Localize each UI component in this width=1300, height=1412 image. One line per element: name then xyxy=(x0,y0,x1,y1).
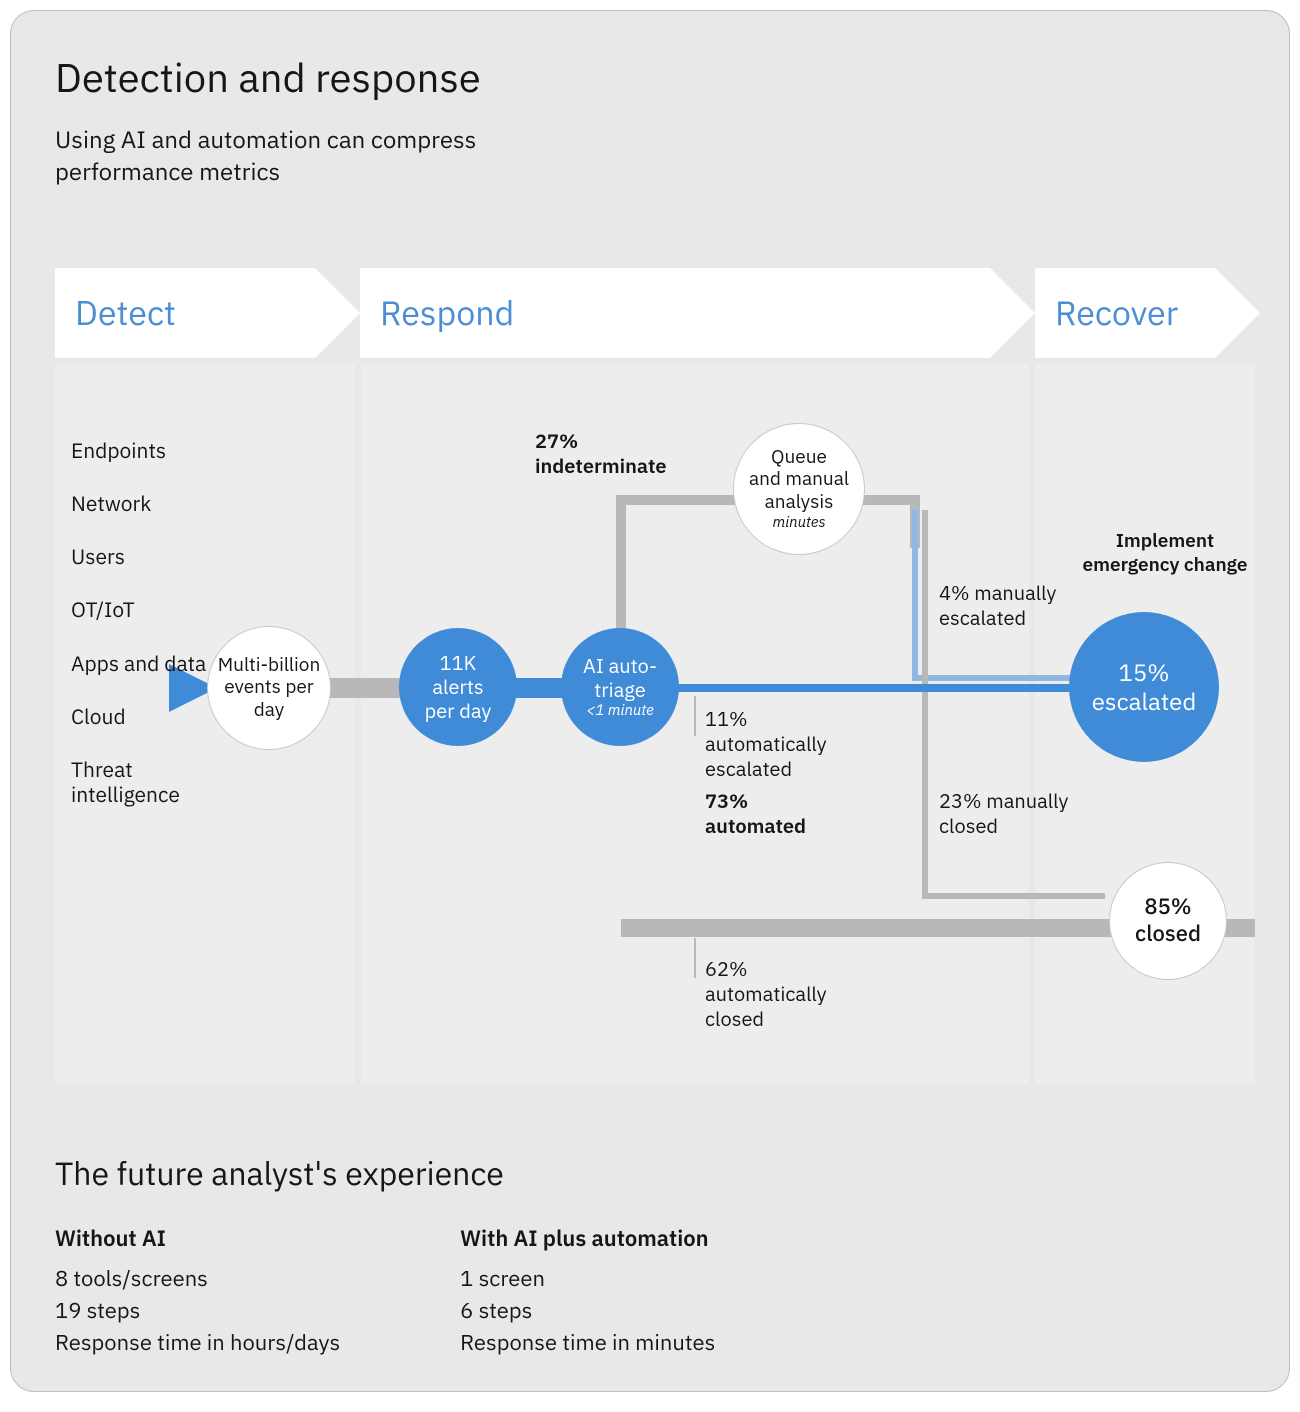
col-without-ai: Without AI 8 tools/screens 19 steps Resp… xyxy=(55,1224,340,1359)
source-item: Apps and data xyxy=(71,651,211,676)
node-label: 15% xyxy=(1118,658,1169,687)
node-label: Multi-billion events per day xyxy=(208,654,330,722)
node-label: and manual xyxy=(749,468,849,491)
node-alerts: 11K alerts per day xyxy=(399,628,517,746)
col-heading: Without AI xyxy=(55,1224,340,1253)
node-queue: Queue and manual analysis minutes xyxy=(733,423,865,555)
page-title: Detection and response xyxy=(55,51,1253,103)
node-sub: <1 minute xyxy=(586,702,654,720)
flow-diagram: Detect Respond Recover xyxy=(55,268,1255,1088)
col-line: Response time in hours/days xyxy=(55,1327,340,1359)
node-label: 11K xyxy=(440,651,477,675)
col-line: 8 tools/screens xyxy=(55,1263,340,1295)
source-item: Users xyxy=(71,544,211,569)
node-label: per day xyxy=(425,699,492,723)
node-escalated: 15% escalated xyxy=(1069,612,1219,762)
node-label: AI auto- xyxy=(583,654,657,678)
ann-automated: 73% automated xyxy=(705,788,845,838)
source-item: Network xyxy=(71,491,211,516)
ann-indeterminate: 27% indeterminate xyxy=(535,428,695,478)
node-label: analysis xyxy=(765,491,834,514)
node-events: Multi-billion events per day xyxy=(207,626,331,750)
col-heading: With AI plus automation xyxy=(460,1224,715,1253)
node-label: Queue xyxy=(771,446,827,469)
node-sub: minutes xyxy=(772,514,825,532)
source-item: Cloud xyxy=(71,704,211,729)
col-with-ai: With AI plus automation 1 screen 6 steps… xyxy=(460,1224,715,1359)
footer-title: The future analyst's experience xyxy=(55,1152,1255,1194)
ann-man-escalated: 4% manually escalated xyxy=(939,580,1069,630)
node-label: triage xyxy=(594,678,645,702)
ann-auto-escalated: 11% automatically escalated xyxy=(705,706,865,781)
source-item: Endpoints xyxy=(71,438,211,463)
col-line: 1 screen xyxy=(460,1263,715,1295)
node-label: 85% xyxy=(1144,894,1191,920)
node-label: escalated xyxy=(1092,687,1197,716)
col-line: 6 steps xyxy=(460,1295,715,1327)
source-item: OT/IoT xyxy=(71,597,211,622)
ann-implement: Implement emergency change xyxy=(1075,530,1255,578)
page-subtitle: Using AI and automation can compress per… xyxy=(55,123,575,188)
col-line: 19 steps xyxy=(55,1295,340,1327)
source-list: Endpoints Network Users OT/IoT Apps and … xyxy=(71,438,211,836)
infographic-card: Detection and response Using AI and auto… xyxy=(10,10,1290,1392)
source-item: Threat intelligence xyxy=(71,757,211,807)
col-line: Response time in minutes xyxy=(460,1327,715,1359)
node-label: closed xyxy=(1135,921,1201,947)
footer-comparison: The future analyst's experience Without … xyxy=(55,1152,1255,1359)
node-closed: 85% closed xyxy=(1109,862,1227,980)
node-label: alerts xyxy=(432,675,483,699)
node-triage: AI auto- triage <1 minute xyxy=(561,628,679,746)
ann-man-closed: 23% manually closed xyxy=(939,788,1069,838)
ann-auto-closed: 62% automatically closed xyxy=(705,956,865,1031)
